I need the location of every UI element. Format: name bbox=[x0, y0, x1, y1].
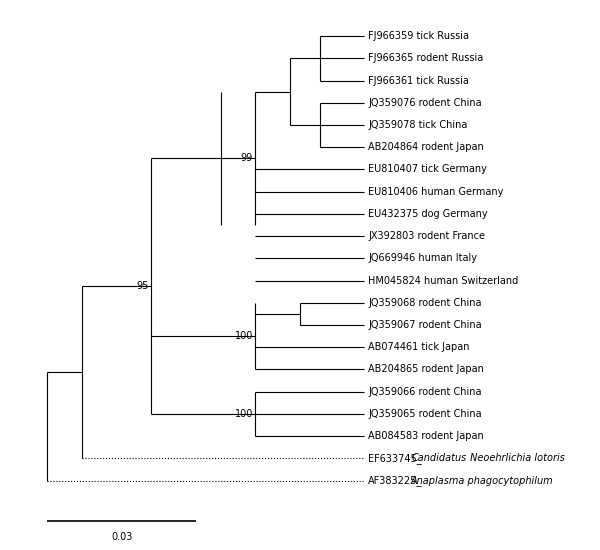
Text: EU432375 dog Germany: EU432375 dog Germany bbox=[368, 209, 488, 219]
Text: 0.03: 0.03 bbox=[111, 532, 133, 542]
Text: FJ966365 rodent Russia: FJ966365 rodent Russia bbox=[368, 53, 484, 63]
Text: JQ359068 rodent China: JQ359068 rodent China bbox=[368, 298, 482, 308]
Text: AF383225_: AF383225_ bbox=[368, 475, 422, 486]
Text: JX392803 rodent France: JX392803 rodent France bbox=[368, 231, 485, 241]
Text: 95: 95 bbox=[137, 281, 149, 291]
Text: FJ966359 tick Russia: FJ966359 tick Russia bbox=[368, 31, 469, 41]
Text: EF633745_: EF633745_ bbox=[368, 453, 422, 464]
Text: 100: 100 bbox=[235, 409, 253, 419]
Text: 100: 100 bbox=[235, 331, 253, 341]
Text: Neoehrlichia lotoris: Neoehrlichia lotoris bbox=[467, 453, 565, 463]
Text: EU810407 tick Germany: EU810407 tick Germany bbox=[368, 164, 487, 174]
Text: JQ359076 rodent China: JQ359076 rodent China bbox=[368, 98, 482, 108]
Text: 99: 99 bbox=[241, 153, 253, 163]
Text: AB084583 rodent Japan: AB084583 rodent Japan bbox=[368, 431, 484, 441]
Text: JQ669946 human Italy: JQ669946 human Italy bbox=[368, 254, 478, 263]
Text: AB204864 rodent Japan: AB204864 rodent Japan bbox=[368, 142, 484, 152]
Text: HM045824 human Switzerland: HM045824 human Switzerland bbox=[368, 276, 518, 285]
Text: Candidatus: Candidatus bbox=[412, 453, 467, 463]
Text: JQ359065 rodent China: JQ359065 rodent China bbox=[368, 409, 482, 419]
Text: JQ359066 rodent China: JQ359066 rodent China bbox=[368, 387, 482, 397]
Text: JQ359078 tick China: JQ359078 tick China bbox=[368, 120, 468, 130]
Text: EU810406 human Germany: EU810406 human Germany bbox=[368, 186, 504, 197]
Text: JQ359067 rodent China: JQ359067 rodent China bbox=[368, 320, 482, 330]
Text: Anaplasma phagocytophilum: Anaplasma phagocytophilum bbox=[410, 476, 553, 486]
Text: FJ966361 tick Russia: FJ966361 tick Russia bbox=[368, 75, 469, 86]
Text: AB204865 rodent Japan: AB204865 rodent Japan bbox=[368, 365, 484, 375]
Text: AB074461 tick Japan: AB074461 tick Japan bbox=[368, 342, 470, 352]
